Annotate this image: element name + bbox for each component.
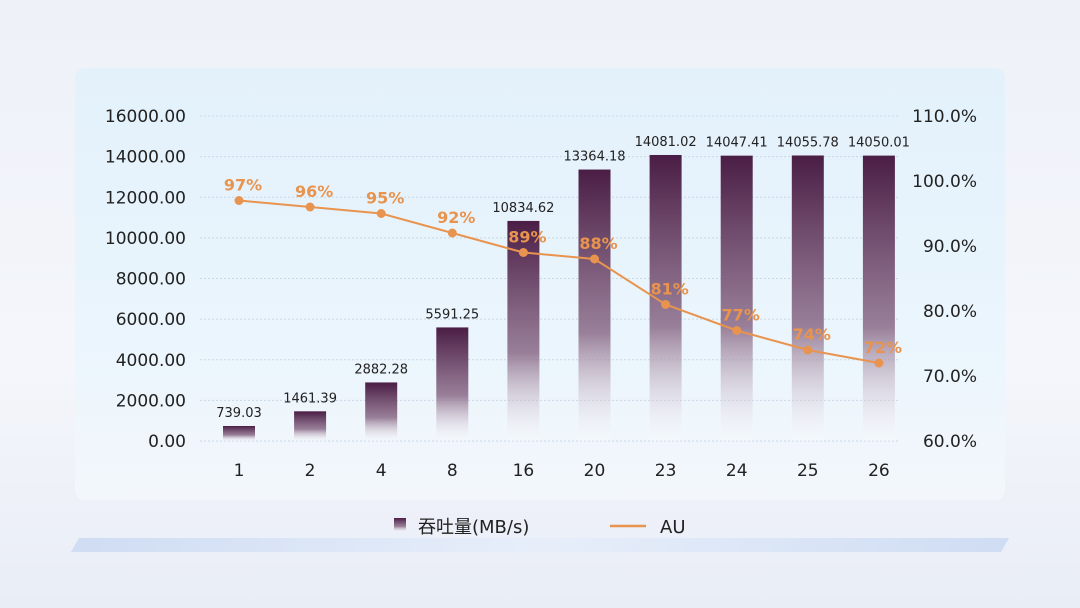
bar-data-label: 14047.41 (706, 136, 768, 151)
x-axis-tick: 8 (447, 461, 458, 481)
au-point (590, 254, 599, 264)
right-axis-tick: 90.0% (923, 237, 977, 257)
au-point (732, 326, 742, 335)
au-data-label: 97% (224, 176, 262, 195)
au-point (874, 358, 884, 368)
bar-data-label: 14081.02 (635, 135, 697, 150)
bar-throughput (791, 155, 824, 441)
bar-data-label: 13364.18 (563, 150, 625, 165)
left-axis-tick: 2000.00 (116, 391, 186, 411)
bar-throughput (223, 425, 255, 441)
left-axis-tick: 8000.00 (116, 270, 186, 290)
bar-data-label: 10834.62 (492, 201, 554, 216)
bar-data-label: 14050.01 (848, 136, 910, 151)
right-axis-tick: 80.0% (923, 302, 977, 322)
x-axis-tick: 1 (234, 461, 245, 481)
au-point (234, 196, 244, 205)
au-data-label: 88% (579, 234, 617, 253)
legend-label-au: AU (660, 517, 686, 538)
bar-throughput (862, 155, 895, 441)
legend: 吞吐量(MB/s) AU (394, 517, 686, 538)
right-axis-tick: 100.0% (912, 172, 977, 192)
bar-data-label: 5591.25 (425, 307, 479, 322)
left-axis-tick: 14000.00 (105, 148, 186, 168)
bar-data-label: 2882.28 (354, 362, 408, 377)
x-axis-tick: 25 (797, 461, 819, 481)
bar-data-label: 14055.78 (777, 135, 839, 150)
legend-swatch-throughput (394, 518, 406, 532)
au-point (661, 300, 671, 309)
left-axis-tick: 0.00 (148, 432, 186, 452)
bar-data-label: 739.03 (216, 406, 262, 421)
au-data-label: 92% (437, 208, 475, 227)
bar-throughput (507, 220, 540, 441)
au-data-label: 95% (366, 189, 404, 208)
x-axis-tick: 20 (584, 461, 606, 481)
x-axis-tick: 23 (655, 461, 677, 481)
right-axis-tick: 70.0% (923, 367, 977, 387)
legend-label-throughput: 吞吐量(MB/s) (418, 517, 529, 538)
au-data-label: 96% (295, 182, 333, 201)
left-axis-tick: 6000.00 (116, 310, 186, 330)
bar-throughput (436, 327, 469, 441)
bar-throughput (720, 155, 753, 441)
right-axis-tick: 60.0% (923, 432, 977, 452)
au-point (447, 228, 457, 238)
x-axis-tick: 26 (868, 461, 890, 481)
left-axis-tick: 4000.00 (116, 351, 186, 371)
x-axis-tick: 4 (376, 461, 387, 481)
au-data-label: 72% (864, 338, 902, 357)
au-data-label: 81% (650, 280, 688, 299)
au-point (803, 345, 813, 355)
bar-data-label: 1461.39 (283, 391, 337, 406)
right-axis-tick: 110.0% (912, 107, 977, 127)
x-axis-tick: 24 (726, 461, 748, 481)
au-data-label: 77% (722, 306, 760, 325)
x-axis-tick: 2 (305, 461, 316, 481)
left-axis-tick: 10000.00 (105, 229, 186, 249)
bar-throughput (578, 169, 611, 441)
au-point (518, 248, 528, 257)
left-axis-tick: 12000.00 (105, 188, 186, 208)
au-point (305, 202, 315, 212)
x-axis-tick: 16 (513, 461, 535, 481)
au-data-label: 74% (793, 325, 831, 344)
bar-throughput (365, 382, 398, 441)
au-point (376, 209, 386, 218)
bar-throughput (294, 411, 327, 441)
left-axis-tick: 16000.00 (105, 107, 186, 127)
au-data-label: 89% (508, 228, 546, 247)
au-line (238, 199, 880, 364)
